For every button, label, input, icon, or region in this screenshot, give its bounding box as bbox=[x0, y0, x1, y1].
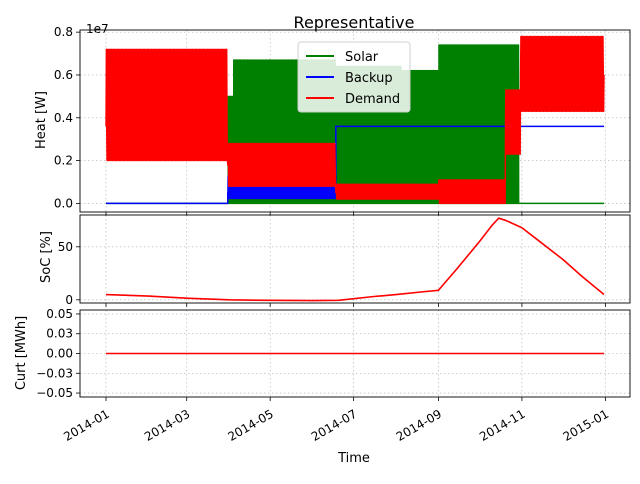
soc-axes: 0 50 bbox=[58, 214, 631, 307]
heat-y-tick-label: 0.6 bbox=[54, 68, 73, 82]
curt-y-tick-label: 0.00 bbox=[46, 347, 73, 361]
curt-y-tick-label: −0.05 bbox=[36, 386, 73, 400]
heat-axes: 0.0 0.2 0.4 0.6 0.8 bbox=[54, 25, 631, 216]
soc-series-group bbox=[105, 217, 605, 302]
series-line-demand bbox=[105, 35, 605, 205]
curt-y-tick-label: 0.03 bbox=[46, 327, 73, 341]
curt-y-axis-label: Curt [MWh] bbox=[14, 316, 29, 390]
curt-y-tick-label: 0.05 bbox=[46, 307, 73, 321]
heat-y-tick-label: 0.4 bbox=[54, 111, 73, 125]
x-axis-label: Time bbox=[337, 451, 370, 466]
curt-y-tick-label: −0.03 bbox=[36, 366, 73, 380]
heat-y-tick-label: 0.2 bbox=[54, 154, 73, 168]
soc-y-tick-label: 0 bbox=[65, 293, 73, 307]
legend-label-demand: Demand bbox=[345, 92, 400, 107]
series-backup-group bbox=[105, 125, 605, 205]
legend: Solar Backup Demand bbox=[297, 41, 411, 113]
series-line-backup-oscillation bbox=[227, 175, 337, 200]
chart-title: Representative bbox=[294, 13, 415, 32]
series-line-backup bbox=[105, 125, 605, 205]
soc-y-tick-label: 50 bbox=[58, 240, 73, 254]
soc-frame bbox=[79, 214, 631, 304]
heat-y-tick-label: 0.8 bbox=[54, 25, 73, 39]
series-line-solar bbox=[105, 44, 605, 205]
legend-frame bbox=[297, 41, 411, 113]
soc-y-axis-label: SoC [%] bbox=[39, 231, 54, 283]
legend-label-backup: Backup bbox=[345, 71, 393, 86]
heat-series-group bbox=[105, 35, 605, 205]
heat-frame bbox=[79, 29, 631, 213]
y-multiplier-label: 1e7 bbox=[86, 22, 109, 36]
curt-frame bbox=[79, 309, 631, 398]
legend-label-solar: Solar bbox=[345, 50, 379, 65]
heat-y-axis-label: Heat [W] bbox=[34, 91, 49, 149]
heat-y-tick-label: 0.0 bbox=[54, 196, 73, 210]
series-line-soc bbox=[105, 217, 605, 302]
